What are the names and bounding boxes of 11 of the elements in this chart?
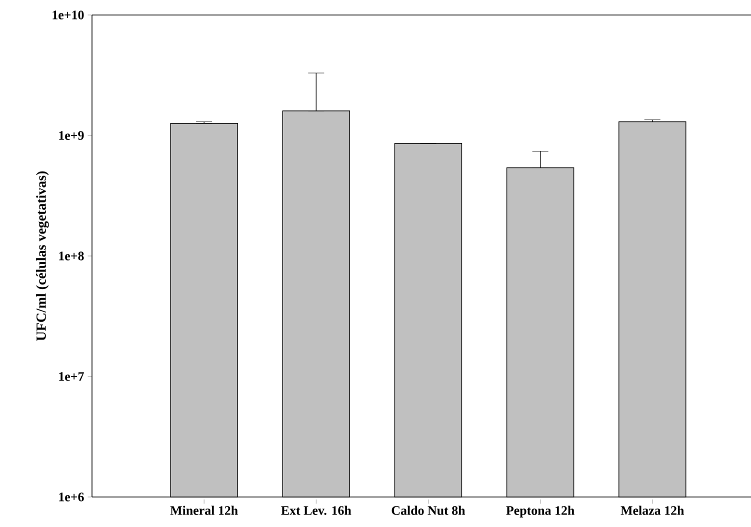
y-tick-label: 1e+8 — [59, 252, 84, 260]
y-tick-label: 1e+9 — [59, 131, 84, 140]
x-tick-label: Peptona 12h — [506, 506, 574, 518]
x-tick-label: Mineral 12h — [170, 506, 238, 515]
x-tick-label: Melaza 12h — [620, 506, 684, 515]
x-tick-label: Caldo Nut 8h — [392, 506, 466, 515]
y-tick-label: 1e+6 — [59, 492, 84, 502]
y-tick-label: 1e+7 — [59, 372, 84, 381]
y-axis-title: UFC/ml (células vegetativas) — [36, 171, 49, 341]
x-tick-label: Ext Lev. 16h — [281, 506, 352, 515]
y-tick-label: 1e+10 — [52, 10, 84, 20]
